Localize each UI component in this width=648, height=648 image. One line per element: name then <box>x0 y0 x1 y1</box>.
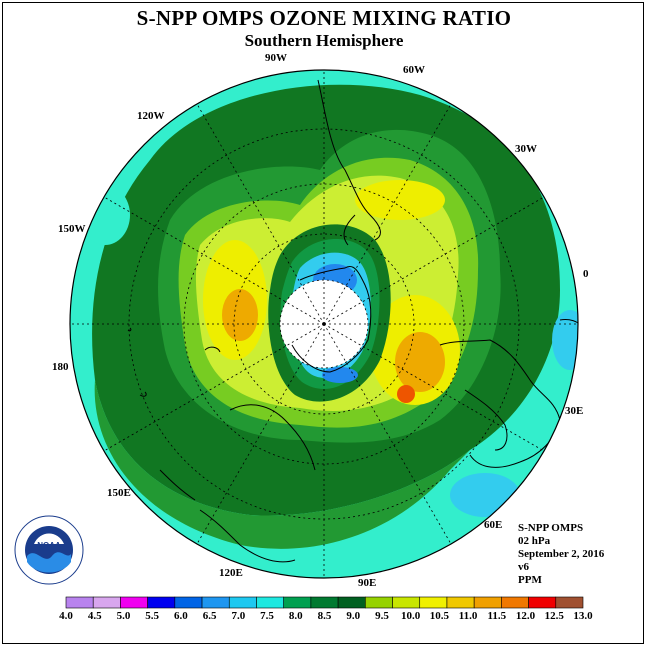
field-orange-east <box>395 332 445 392</box>
info-date: September 2, 2016 <box>518 548 605 560</box>
lon-label-150e: 150E <box>107 487 131 499</box>
map-fields <box>70 70 578 578</box>
field-east-low <box>552 310 578 370</box>
page-subtitle: Southern Hemisphere <box>244 31 404 50</box>
info-level: 02 hPa <box>518 535 551 547</box>
lon-label-60e: 60E <box>484 519 503 531</box>
field-west-low <box>80 185 130 245</box>
lon-label-90w: 90W <box>265 52 287 64</box>
info-version: v6 <box>518 561 529 573</box>
lon-label-30w: 30W <box>515 143 537 155</box>
south-pole-marker <box>322 322 326 326</box>
vortex-blue-south <box>322 367 358 383</box>
lon-label-180: 180 <box>52 361 69 373</box>
info-block: S-NPP OMPS 02 hPa September 2, 2016 v6 P… <box>518 522 604 587</box>
field-orange-west <box>222 289 258 341</box>
info-units: PPM <box>518 574 542 586</box>
lon-label-150w: 150W <box>58 223 86 235</box>
lon-label-30e: 30E <box>565 405 584 417</box>
field-southeast-low <box>450 473 520 517</box>
lon-label-90e: 90E <box>358 577 377 589</box>
lon-label-60w: 60W <box>403 64 425 76</box>
page-title: S-NPP OMPS OZONE MIXING RATIO <box>136 6 512 30</box>
info-instrument: S-NPP OMPS <box>518 522 584 534</box>
field-peak-north <box>355 180 445 220</box>
field-lower-band <box>94 380 470 549</box>
lon-label-0: 0 <box>583 268 589 280</box>
field-red-peak <box>397 385 415 403</box>
graticule <box>70 70 578 578</box>
coastlines <box>127 79 578 563</box>
lon-label-120e: 120E <box>219 567 243 579</box>
lon-label-120w: 120W <box>137 110 165 122</box>
map-border <box>69 69 579 579</box>
